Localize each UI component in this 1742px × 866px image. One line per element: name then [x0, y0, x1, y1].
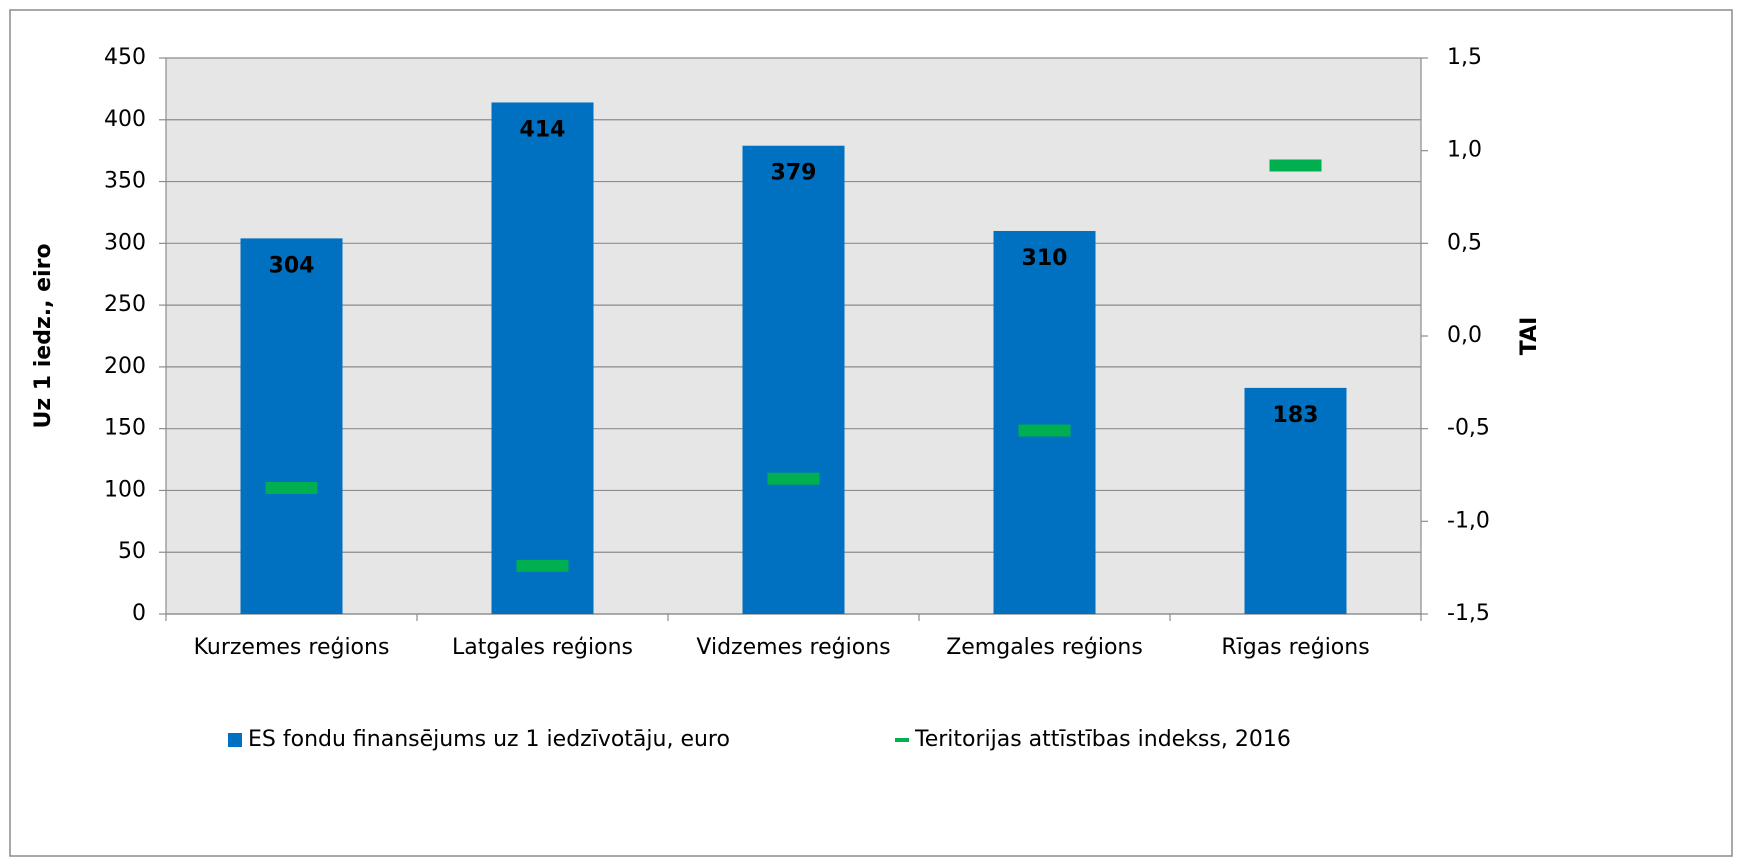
x-tick-label: Rīgas reģions [1221, 635, 1369, 660]
bar [742, 145, 845, 615]
y2-tick-label: -1,5 [1447, 601, 1490, 626]
y-tick-label: 100 [104, 477, 146, 502]
legend-label: ES fondu finansējums uz 1 iedzīvotāju, e… [248, 727, 730, 752]
y-tick-label: 300 [104, 230, 146, 255]
legend-swatch [895, 738, 909, 742]
marker [516, 559, 569, 572]
y-tick-label: 50 [118, 539, 146, 564]
data-label: 310 [1022, 246, 1068, 271]
bar [491, 102, 594, 614]
y-tick-label: 150 [104, 416, 146, 441]
marker [1018, 424, 1071, 437]
x-tick-label: Vidzemes reģions [696, 635, 890, 660]
y2-tick-label: 0,0 [1447, 323, 1482, 348]
y-tick-label: 250 [104, 292, 146, 317]
legend-swatch [228, 733, 242, 747]
legend-label: Teritorijas attīstības indekss, 2016 [914, 727, 1291, 752]
marker [265, 481, 318, 494]
x-tick-label: Zemgales reģions [946, 635, 1143, 660]
bar [240, 238, 343, 614]
marker [767, 472, 820, 485]
x-tick-label: Latgales reģions [452, 635, 633, 660]
y2-tick-label: 1,0 [1447, 138, 1482, 163]
data-label: 379 [771, 161, 817, 186]
y2-tick-label: -1,0 [1447, 508, 1490, 533]
y2-tick-label: -0,5 [1447, 416, 1490, 441]
x-tick-label: Kurzemes reģions [194, 635, 390, 660]
data-label: 183 [1273, 403, 1319, 428]
data-label: 304 [269, 253, 315, 278]
y-tick-label: 400 [104, 107, 146, 132]
y2-tick-label: 0,5 [1447, 230, 1482, 255]
y-tick-label: 450 [104, 45, 146, 70]
bar [1244, 387, 1347, 614]
y2-axis-title: TAI [1517, 317, 1542, 356]
data-label: 414 [520, 117, 566, 142]
y-tick-label: 0 [132, 601, 146, 626]
y-tick-label: 350 [104, 169, 146, 194]
y-axis-title: Uz 1 iedz., eiro [31, 243, 56, 428]
y-tick-label: 200 [104, 354, 146, 379]
marker [1269, 159, 1322, 172]
bar [993, 230, 1096, 614]
y2-tick-label: 1,5 [1447, 45, 1482, 70]
